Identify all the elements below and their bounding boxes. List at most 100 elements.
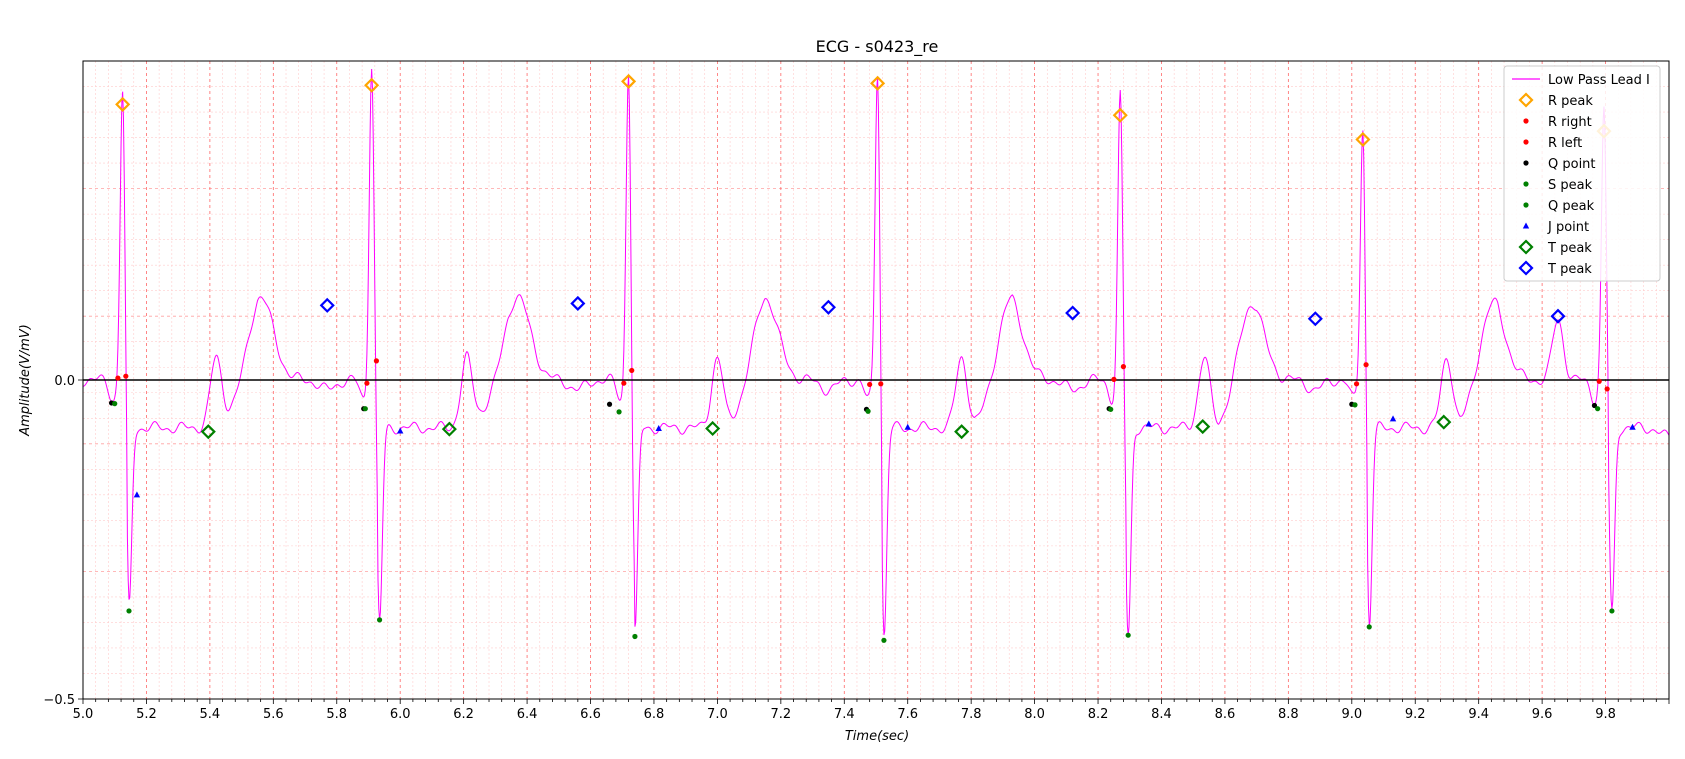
legend-label: T peak xyxy=(1547,241,1592,256)
x-tick-label: 6.2 xyxy=(453,707,474,722)
marker-q-peak xyxy=(1352,402,1358,408)
legend-swatch-dot xyxy=(1523,118,1529,124)
marker-r-left xyxy=(1596,378,1602,384)
legend-swatch-diamond xyxy=(1518,260,1534,276)
signal-line xyxy=(82,68,1670,636)
x-tick-label: 9.8 xyxy=(1595,707,1616,722)
x-tick-label: 9.0 xyxy=(1341,707,1362,722)
x-tick-label: 7.4 xyxy=(834,707,855,722)
marker-r-right xyxy=(629,367,635,374)
marker-q-peak xyxy=(865,408,871,414)
x-tick-label: 8.2 xyxy=(1088,707,1109,722)
marker-r-left xyxy=(1111,376,1117,382)
legend-swatch-diamond xyxy=(1518,239,1534,255)
x-tick-label: 5.8 xyxy=(326,707,347,722)
marker-t-peak xyxy=(954,424,970,440)
legend: Low Pass Lead I R peak R right R left Q poin… xyxy=(1503,65,1661,282)
legend-swatch-diamond xyxy=(1518,92,1534,108)
marker-r-right xyxy=(373,358,380,364)
marker-r-peak xyxy=(1355,131,1371,148)
x-tick-label: 9.6 xyxy=(1532,707,1553,722)
x-tick-label: 9.4 xyxy=(1468,707,1489,722)
marker-j-point xyxy=(397,427,404,434)
x-tick-label: 5.4 xyxy=(200,707,221,722)
marker-q-peak xyxy=(1595,406,1601,412)
marker-t-peak xyxy=(820,299,836,315)
x-axis-ticks: 5.0 5.2 5.4 5.6 5.8 6.0 6.2 6.4 6.6 6.8 7.0 7.2 7.4 7… xyxy=(73,699,1670,722)
marker-s-peak xyxy=(376,617,383,623)
x-tick-label: 7.8 xyxy=(961,707,982,722)
x-tick-label: 7.2 xyxy=(770,707,791,722)
x-tick-label: 7.6 xyxy=(897,707,918,722)
legend-swatch-dot xyxy=(1523,160,1529,166)
x-tick-label: 8.4 xyxy=(1151,707,1172,722)
x-tick-label: 6.8 xyxy=(644,707,665,722)
legend-box xyxy=(1503,65,1661,282)
x-tick-label: 5.0 xyxy=(73,707,94,722)
legend-label: Q peak xyxy=(1548,199,1595,214)
marker-t-peak xyxy=(1436,414,1452,430)
marker-s-peak xyxy=(1366,624,1372,630)
marker-t-peak xyxy=(1065,305,1081,321)
y-axis-label: Amplitude(V/mV) xyxy=(18,324,33,437)
legend-label: T peak xyxy=(1547,262,1592,277)
marker-t-peak xyxy=(1307,311,1323,327)
marker-q-peak xyxy=(616,409,622,415)
y-axis-ticks: −0.5 0.0 xyxy=(43,374,83,708)
y-tick-label: −0.5 xyxy=(43,693,75,708)
legend-label: R right xyxy=(1548,115,1592,130)
legend-label: R peak xyxy=(1548,94,1593,109)
x-tick-label: 7.0 xyxy=(707,707,728,722)
x-tick-label: 6.6 xyxy=(580,707,601,722)
marker-r-peak xyxy=(621,73,637,89)
marker-r-right xyxy=(123,373,129,379)
marker-t-peak xyxy=(319,297,335,313)
legend-swatch-dot xyxy=(1523,139,1529,145)
x-tick-label: 8.8 xyxy=(1278,707,1299,722)
marker-q-peak xyxy=(362,406,368,412)
ecg-signal xyxy=(82,68,1670,636)
marker-q-peak xyxy=(1108,406,1114,412)
marker-t-peak xyxy=(1195,419,1211,435)
x-tick-label: 6.4 xyxy=(517,707,538,722)
chart-title: ECG - s0423_re xyxy=(816,37,939,57)
marker-q-peak xyxy=(112,401,118,407)
legend-label: R left xyxy=(1548,136,1582,151)
legend-swatch-dot xyxy=(1523,181,1529,187)
marker-j-point xyxy=(1145,420,1152,427)
marker-r-peak xyxy=(870,75,886,91)
y-tick-label: 0.0 xyxy=(54,374,75,389)
marker-r-peak xyxy=(1112,107,1128,123)
marker-r-peak xyxy=(364,77,380,93)
marker-s-peak xyxy=(126,608,132,614)
marker-s-peak xyxy=(1609,608,1615,614)
marker-r-right xyxy=(1604,386,1610,392)
marker-j-point xyxy=(655,424,662,431)
marker-q-point xyxy=(606,401,613,407)
x-tick-label: 5.2 xyxy=(136,707,157,722)
marker-r-left xyxy=(1353,381,1360,387)
marker-r-left xyxy=(115,375,121,381)
marker-r-left xyxy=(867,381,873,388)
marker-s-peak xyxy=(881,637,887,643)
marker-j-point xyxy=(1629,423,1636,430)
marker-t-peak xyxy=(570,295,586,311)
x-tick-label: 9.2 xyxy=(1405,707,1426,722)
marker-t-peak xyxy=(441,421,457,437)
marker-r-right xyxy=(878,381,884,387)
marker-layer xyxy=(108,73,1636,643)
marker-r-left xyxy=(364,380,370,386)
marker-r-peak xyxy=(115,96,131,112)
marker-r-right xyxy=(1363,362,1369,368)
marker-s-peak xyxy=(1125,632,1131,638)
marker-j-point xyxy=(133,491,141,498)
marker-t-peak xyxy=(200,424,216,440)
x-tick-label: 8.0 xyxy=(1024,707,1045,722)
marker-j-point xyxy=(904,423,911,430)
x-axis-label: Time(sec) xyxy=(845,729,909,744)
legend-swatch-dot xyxy=(1523,202,1529,208)
marker-r-left xyxy=(621,380,627,386)
marker-s-peak xyxy=(632,633,638,640)
x-tick-label: 8.6 xyxy=(1215,707,1236,722)
